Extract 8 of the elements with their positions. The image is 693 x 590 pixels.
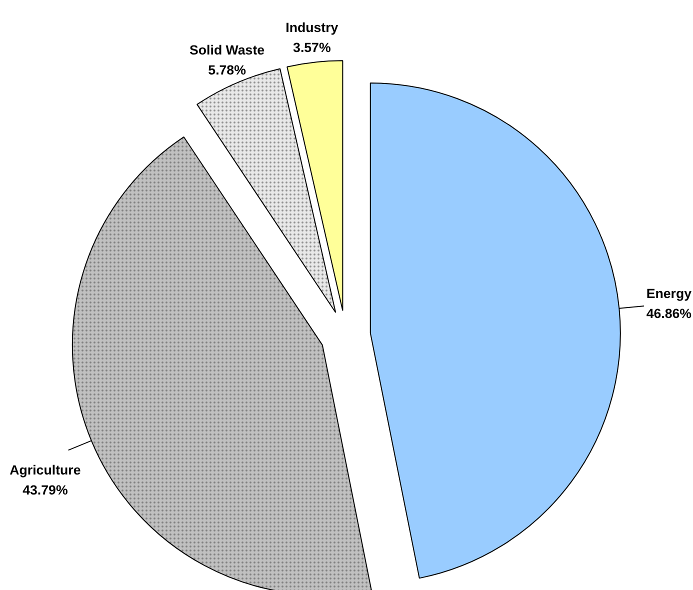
slice-label: Agriculture xyxy=(10,462,81,478)
data-label: 46.86% xyxy=(646,306,692,321)
slice-label: Solid Waste xyxy=(190,42,265,58)
data-label: 43.79% xyxy=(22,482,68,498)
data-label: 5.78% xyxy=(208,62,246,78)
slice-label: Energy xyxy=(646,286,692,301)
data-label: 3.57% xyxy=(293,40,331,55)
slice-label: Industry xyxy=(286,20,339,35)
